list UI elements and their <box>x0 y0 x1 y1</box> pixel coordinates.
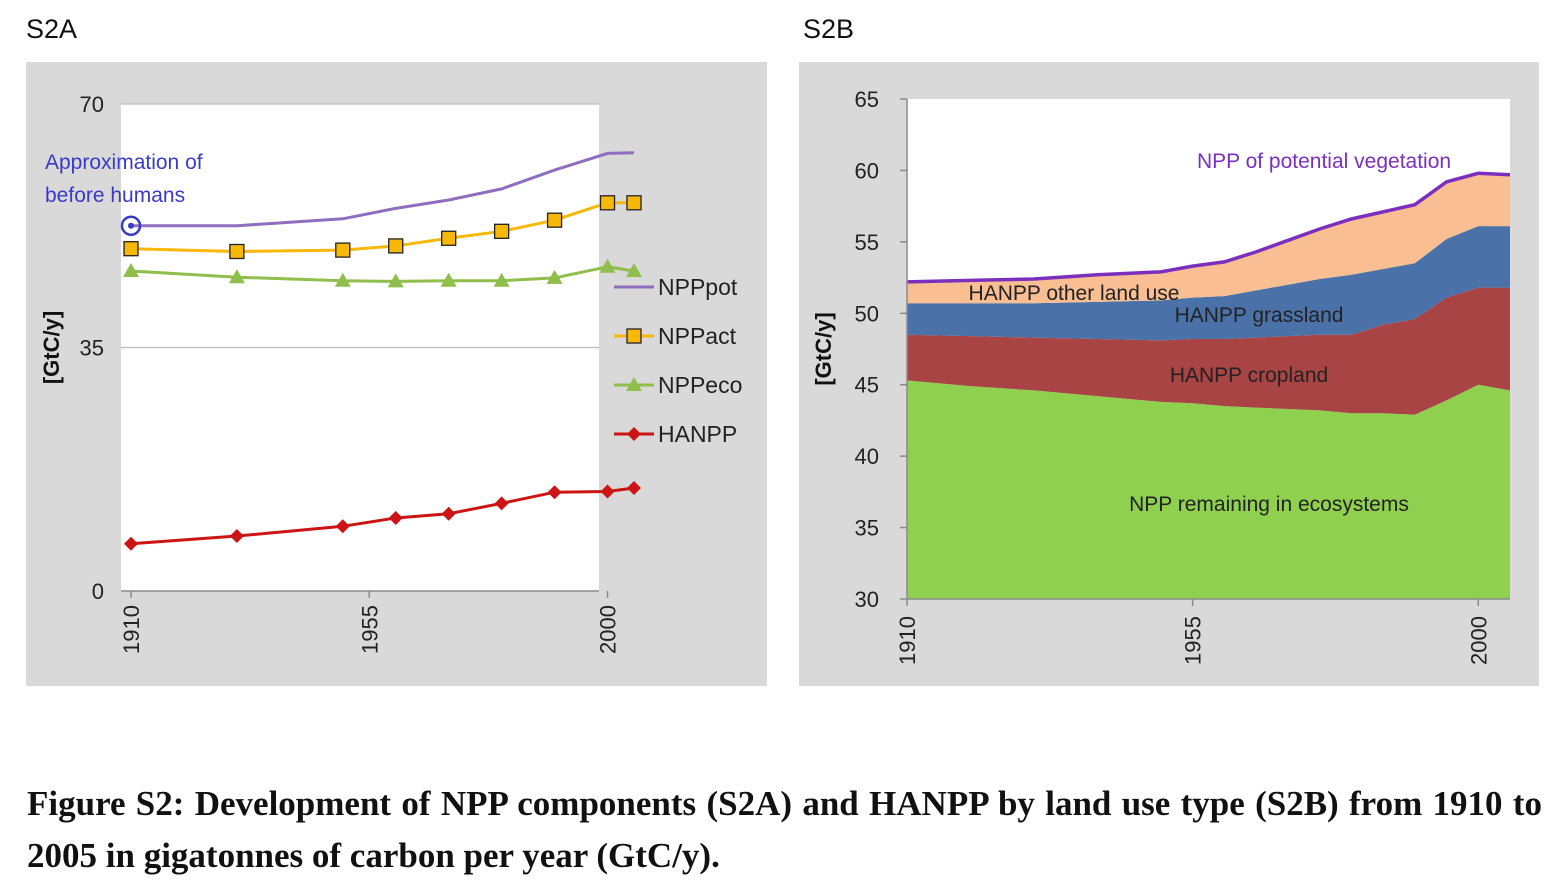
legend-label-NPPact: NPPact <box>658 323 737 349</box>
area-NPP remaining in ecosystems <box>907 380 1510 599</box>
data-point-NPPact-1980 <box>493 223 510 239</box>
chart-s2b: 30 35 40 45 50 55 60 65 1910 1955 2000 [GtC/y] NPP r… <box>799 62 1539 686</box>
y-tick-label-4: 50 <box>855 301 879 326</box>
data-point-HANPP-2005 <box>627 481 641 496</box>
data-point-HANPP-1950 <box>335 519 350 534</box>
series-NPPpot <box>131 151 635 228</box>
y-tick-label-5: 55 <box>855 230 879 255</box>
y-axis-label: [GtC/y] <box>39 311 64 384</box>
data-point-NPPact-2000 <box>599 195 616 211</box>
y-tick-label-7: 65 <box>855 87 879 112</box>
area-label-HANPP other land use: HANPP other land use <box>969 282 1180 305</box>
area-label-HANPP cropland: HANPP cropland <box>1170 364 1328 387</box>
y-tick-label-1: 35 <box>855 516 879 541</box>
data-point-NPPeco-1970 <box>440 272 457 287</box>
data-point-HANPP-1990 <box>547 485 562 500</box>
y-tick-label-2: 40 <box>855 444 879 469</box>
x-tick-label-0: 1910 <box>895 616 920 665</box>
data-point-NPPeco-2000 <box>599 258 616 273</box>
data-point-NPPeco-1990 <box>546 269 563 284</box>
npp-potential-line <box>906 171 1511 284</box>
data-point-NPPeco-2005 <box>626 262 642 277</box>
area-HANPP cropland <box>907 287 1510 415</box>
chart-s2b-svg: 30 35 40 45 50 55 60 65 1910 1955 2000 [GtC/y] NPP r… <box>811 87 1511 665</box>
legend-label-NPPeco: NPPeco <box>658 372 742 398</box>
panel-label-s2a: S2A <box>26 14 78 44</box>
legend-label-HANPP: HANPP <box>658 421 737 447</box>
y-tick-label-3: 45 <box>855 373 879 398</box>
panel-label-s2b: S2B <box>803 14 855 44</box>
data-point-NPPeco-1930 <box>228 269 245 284</box>
y-tick-label-0: 30 <box>855 587 879 612</box>
x-tick-label-1: 1955 <box>357 605 382 654</box>
series-NPPeco <box>123 258 642 288</box>
area-label-NPP remaining in ecosystems: NPP remaining in ecosystems <box>1129 493 1409 516</box>
series-HANPP <box>124 481 641 551</box>
figure-caption: Figure S2: Development of NPP components… <box>27 784 1542 875</box>
y-axis-label: [GtC/y] <box>811 312 836 385</box>
annotation-dot <box>128 222 134 229</box>
x-tick-label-2: 2000 <box>596 605 621 654</box>
legend-label-NPPpot: NPPpot <box>658 274 738 300</box>
y-tick-label-1: 35 <box>80 336 104 361</box>
legend-marker-NPPact <box>626 328 642 344</box>
legend-marker-HANPP <box>627 427 641 441</box>
data-point-NPPact-1970 <box>441 230 457 246</box>
data-point-NPPeco-1950 <box>334 272 351 287</box>
chart-s2a-svg: 0 35 70 1910 1955 2000 [GtC/y] NPPpot NPPact NPPe… <box>39 92 742 654</box>
data-point-NPPeco-1980 <box>493 272 510 287</box>
area-label-NPP of potential vegetation: NPP of potential vegetation <box>1197 150 1451 173</box>
area-HANPP other land use <box>907 173 1510 304</box>
data-point-HANPP-1910 <box>124 536 138 551</box>
data-point-NPPeco-1960 <box>387 273 404 288</box>
chart-s2a: 0 35 70 1910 1955 2000 [GtC/y] NPPpot NPPact NPPe… <box>26 62 767 686</box>
data-point-NPPact-1990 <box>546 212 563 228</box>
y-tick-label-6: 60 <box>855 158 879 183</box>
data-point-HANPP-1980 <box>494 496 509 511</box>
y-tick-label-0: 0 <box>92 579 104 604</box>
legend-marker-NPPeco <box>626 377 642 391</box>
series-NPPact <box>123 195 642 260</box>
data-point-NPPeco-1910 <box>123 262 139 277</box>
y-tick-label-2: 70 <box>80 92 104 117</box>
data-point-HANPP-1970 <box>441 506 456 521</box>
data-point-NPPact-1930 <box>229 243 245 260</box>
data-point-NPPact-1950 <box>335 242 351 258</box>
data-point-NPPact-1910 <box>123 241 139 257</box>
area-label-HANPP grassland: HANPP grassland <box>1175 304 1344 327</box>
x-tick-label-1: 1955 <box>1181 616 1206 665</box>
x-tick-label-0: 1910 <box>119 605 144 654</box>
x-tick-label-2: 2000 <box>1466 616 1491 665</box>
data-point-NPPact-2005 <box>626 195 642 211</box>
area-HANPP grassland <box>907 226 1510 341</box>
annotation-text-line-1: before humans <box>45 184 185 207</box>
annotation-circle <box>120 215 142 236</box>
data-point-HANPP-2000 <box>600 484 615 499</box>
annotation-text-line-0: Approximation of <box>45 151 203 174</box>
data-point-HANPP-1960 <box>388 510 403 525</box>
series-line-NPPpot <box>131 151 635 228</box>
data-point-NPPact-1960 <box>388 238 404 254</box>
data-point-HANPP-1930 <box>229 529 244 544</box>
